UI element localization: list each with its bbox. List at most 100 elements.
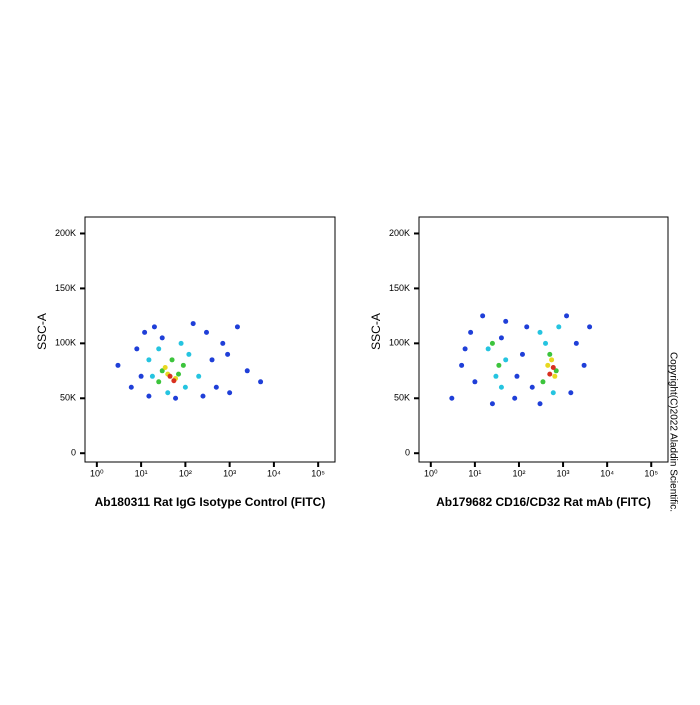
point — [142, 329, 148, 335]
point — [493, 373, 499, 379]
point — [503, 318, 509, 324]
point — [498, 335, 504, 341]
point — [225, 351, 231, 357]
point — [209, 357, 215, 363]
y-tick-label: 150K — [389, 283, 410, 293]
copyright: Copyright(C)2022 Aladdin Scientific. — [667, 352, 678, 512]
point — [151, 324, 157, 330]
point — [134, 346, 140, 352]
point — [489, 340, 495, 346]
point — [553, 368, 559, 374]
y-tick-label: 100K — [55, 338, 76, 348]
point — [203, 329, 209, 335]
x-tick-label: 10⁵ — [644, 468, 658, 478]
point — [550, 365, 556, 371]
point — [550, 390, 556, 396]
x-axis-title: Ab179682 CD16/CD32 Rat mAb (FITC) — [436, 495, 651, 509]
point — [512, 395, 518, 401]
point — [167, 373, 173, 379]
point — [468, 329, 474, 335]
point — [227, 390, 233, 396]
point — [234, 324, 240, 330]
y-tick-label: 150K — [55, 283, 76, 293]
y-axis-title: SSC-A — [35, 313, 49, 350]
point — [162, 365, 168, 371]
point — [556, 324, 562, 330]
x-tick-label: 10⁰ — [424, 468, 438, 478]
x-tick-label: 10³ — [557, 468, 570, 478]
point — [519, 351, 525, 357]
point — [178, 340, 184, 346]
y-tick-label: 50K — [394, 393, 410, 403]
point — [196, 373, 202, 379]
x-axis-title: Ab180311 Rat IgG Isotype Control (FITC) — [95, 495, 326, 509]
point — [545, 362, 551, 368]
point — [115, 362, 121, 368]
plot-frame — [418, 216, 669, 463]
point — [146, 357, 152, 363]
point — [138, 373, 144, 379]
point — [485, 346, 491, 352]
point — [524, 324, 530, 330]
point — [182, 384, 188, 390]
point — [549, 357, 555, 363]
point — [543, 340, 549, 346]
point — [587, 324, 593, 330]
y-tick-label: 100K — [389, 338, 410, 348]
point — [564, 313, 570, 319]
y-axis-title: SSC-A — [369, 313, 383, 350]
plot-frame — [84, 216, 336, 463]
y-tick-label: 200K — [389, 228, 410, 238]
point — [244, 368, 250, 374]
plot: 0 50K 100K 150K 200K 10⁰ 10¹ 10² 10³ 10⁴ 10⁵ Ab1803… — [35, 216, 336, 509]
point — [496, 362, 502, 368]
point — [176, 371, 182, 377]
point — [156, 346, 162, 352]
point — [159, 368, 165, 374]
point — [568, 390, 574, 396]
point — [529, 384, 535, 390]
point — [537, 329, 543, 335]
point — [552, 373, 558, 379]
point — [220, 340, 226, 346]
point — [146, 393, 152, 399]
y-tick-label: 50K — [60, 393, 76, 403]
y-tick-label: 200K — [55, 228, 76, 238]
x-tick-label: 10³ — [223, 468, 236, 478]
point — [581, 362, 587, 368]
y-tick-label: 0 — [71, 448, 76, 458]
x-tick-label: 10⁵ — [311, 468, 325, 478]
point — [190, 321, 196, 327]
point — [200, 393, 206, 399]
x-tick-label: 10⁴ — [600, 468, 614, 478]
point — [514, 373, 520, 379]
point — [171, 378, 177, 384]
point — [498, 384, 504, 390]
point — [449, 395, 455, 401]
point — [128, 384, 134, 390]
point — [540, 379, 546, 385]
point — [462, 346, 468, 352]
point — [573, 340, 579, 346]
point — [173, 395, 179, 401]
x-tick-label: 10¹ — [135, 468, 148, 478]
x-tick-label: 10⁴ — [267, 468, 281, 478]
point — [156, 379, 162, 385]
x-tick-label: 10² — [512, 468, 525, 478]
plot: 0 50K 100K 150K 200K 10⁰ 10¹ 10² 10³ 10⁴ 10⁵ Ab1796… — [369, 216, 669, 509]
point — [186, 351, 192, 357]
point — [459, 362, 465, 368]
point — [149, 373, 155, 379]
point — [159, 335, 165, 341]
x-tick-label: 10⁰ — [90, 468, 104, 478]
point — [213, 384, 219, 390]
point — [547, 351, 553, 357]
point — [480, 313, 486, 319]
x-tick-label: 10² — [179, 468, 192, 478]
point — [258, 379, 264, 385]
point — [489, 401, 495, 407]
point — [169, 357, 175, 363]
point — [165, 390, 171, 396]
point — [180, 362, 186, 368]
